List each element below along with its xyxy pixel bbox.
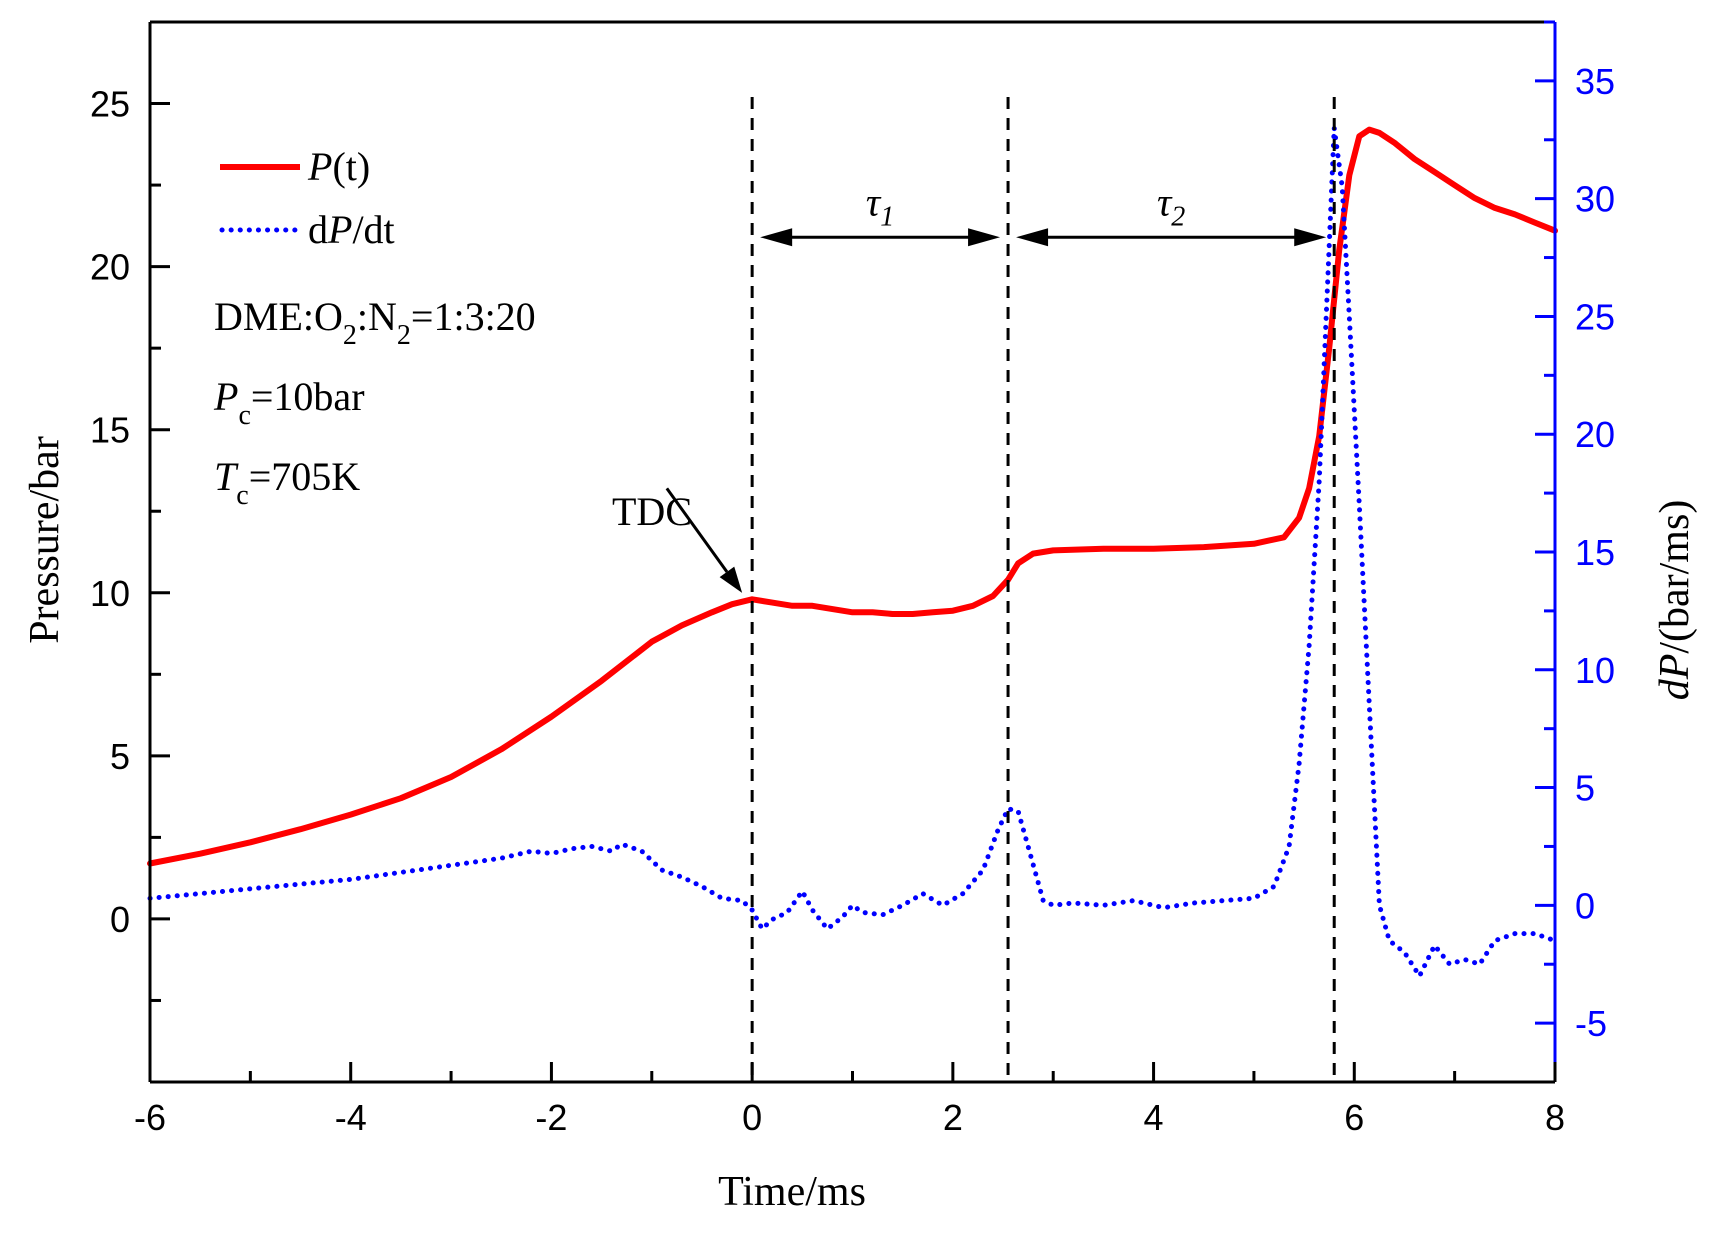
tau1-arrow-head-left (760, 228, 793, 247)
temperature-condition-sub: c (236, 480, 248, 511)
x-tick-label: 2 (943, 1097, 963, 1138)
dpdt-series-line (147, 125, 1558, 979)
x-axis-ticks: -6 -4 -2 0 2 4 6 8 (134, 1062, 1565, 1138)
y-right-axis-title-rest: /(bar/ms) (1652, 500, 1698, 654)
temperature-condition-value: =705K (249, 454, 361, 499)
x-axis-title: Time/ms (718, 1169, 866, 1215)
y-right-tick-label: -5 (1575, 1003, 1607, 1044)
y-left-tick-label: 5 (110, 736, 130, 777)
y-right-tick-label: 10 (1575, 650, 1615, 691)
x-tick-label: -2 (535, 1097, 567, 1138)
legend-dpdt-italic: P (327, 207, 352, 252)
tau2-label: τ2 (1157, 179, 1185, 232)
temperature-condition-symbol: T (214, 454, 239, 499)
y-right-tick-label: 15 (1575, 532, 1615, 573)
legend-dpdt-rest: /dt (352, 207, 394, 252)
y-left-tick-label: 15 (90, 410, 130, 451)
legend: P(t) dP/dt (219, 144, 395, 252)
tdc-arrow-shaft (665, 487, 729, 573)
x-tick-label: 0 (742, 1097, 762, 1138)
event-lines (750, 97, 1336, 1082)
tau1-main: τ (866, 179, 882, 224)
y-right-tick-label: 35 (1575, 61, 1615, 102)
y-right-tick-label: 30 (1575, 179, 1615, 220)
tau1-label: τ1 (866, 179, 894, 232)
legend-pressure-italic: P (307, 144, 332, 189)
tdc-label: TDC (612, 489, 692, 534)
legend-label-dpdt: dP/dt (308, 207, 395, 252)
condition-annotations: DME:O2:N2=1:3:20 Pc=10bar Tc=705K (213, 294, 536, 511)
tau1-sub: 1 (880, 201, 894, 232)
x-tick-label: 6 (1344, 1097, 1364, 1138)
x-tick-label: 4 (1144, 1097, 1164, 1138)
legend-pressure-rest: (t) (332, 144, 370, 189)
pressure-condition-sub: c (238, 400, 250, 431)
y-right-axis-title-italic: dP (1652, 654, 1698, 701)
y-right-tick-label: 25 (1575, 296, 1615, 337)
mixture-sub-2: 2 (397, 320, 411, 351)
tdc-arrow (665, 487, 743, 593)
y-right-axis-ticks: -5 0 5 10 15 20 25 30 35 (1535, 20, 1615, 1044)
x-tick-label: -6 (134, 1097, 166, 1138)
y-left-tick-label: 0 (110, 899, 130, 940)
y-right-tick-label: 20 (1575, 414, 1615, 455)
y-right-axis-title: dP/(bar/ms) (1652, 500, 1698, 701)
x-tick-label: -4 (335, 1097, 367, 1138)
x-tick-label: 8 (1545, 1097, 1565, 1138)
pressure-condition-label: Pc=10bar (213, 374, 365, 431)
tdc-arrow-head (719, 566, 743, 593)
y-right-tick-label: 0 (1575, 885, 1595, 926)
pressure-condition-symbol: P (213, 374, 238, 419)
temperature-condition-label: Tc=705K (214, 454, 360, 511)
y-right-tick-label: 5 (1575, 768, 1595, 809)
series-layer (147, 125, 1558, 979)
pressure-condition-value: =10bar (251, 374, 365, 419)
y-left-axis-ticks: 0 5 10 15 20 25 (90, 20, 170, 1002)
mixture-sub-1: 2 (343, 320, 357, 351)
tau2-arrow-head-right (1294, 228, 1327, 247)
mixture-part-1: DME:O (214, 294, 343, 339)
y-left-tick-label: 10 (90, 573, 130, 614)
mixture-label: DME:O2:N2=1:3:20 (214, 294, 536, 351)
tau2-sub: 2 (1171, 201, 1185, 232)
tau2-arrow-head-left (1016, 228, 1049, 247)
pressure-series-line (147, 126, 1558, 867)
tau1-arrow-head-right (968, 228, 1001, 247)
legend-label-pressure: P(t) (307, 144, 370, 189)
mixture-part-3: =1:3:20 (411, 294, 536, 339)
y-left-axis-title: Pressure/bar (22, 436, 68, 644)
y-left-tick-label: 20 (90, 247, 130, 288)
y-left-tick-label: 25 (90, 84, 130, 125)
mixture-part-2: :N (357, 294, 397, 339)
tau2-main: τ (1157, 179, 1173, 224)
legend-dpdt-prefix: d (308, 207, 328, 252)
